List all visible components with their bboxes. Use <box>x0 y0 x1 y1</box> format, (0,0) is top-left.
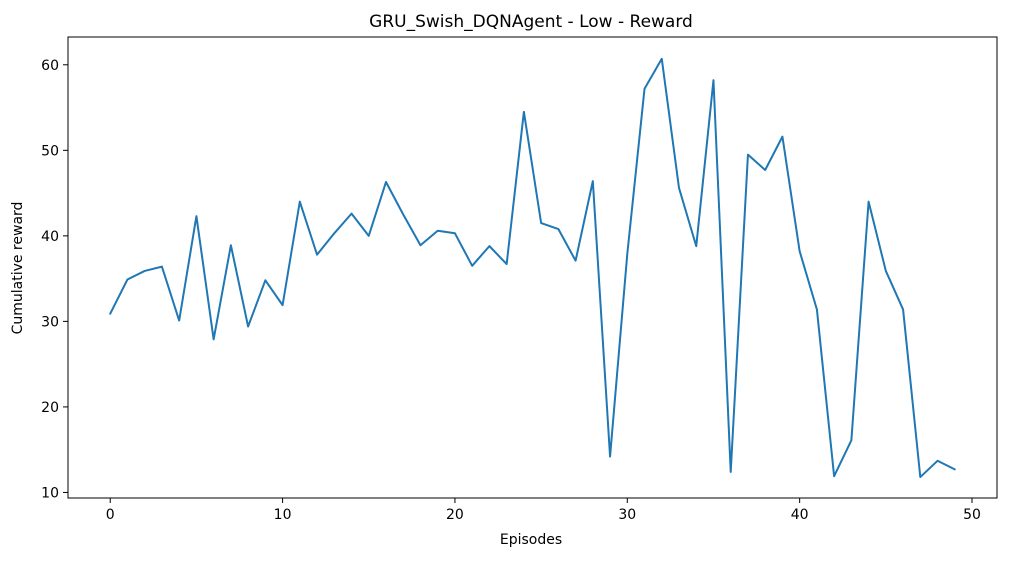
x-tick-label: 40 <box>791 507 809 523</box>
x-tick-label: 20 <box>446 507 464 523</box>
y-tick-label: 60 <box>41 58 59 74</box>
y-tick-label: 20 <box>41 400 59 416</box>
y-tick-label: 40 <box>41 229 59 245</box>
axes: 0 10 20 30 40 50 10 20 30 40 50 60 <box>41 36 998 523</box>
plot-area <box>109 57 956 479</box>
x-tick-label: 0 <box>106 507 115 523</box>
y-tick-label: 10 <box>41 485 59 501</box>
plot-frame <box>67 36 998 499</box>
x-tick-label: 10 <box>274 507 292 523</box>
y-axis-label: Cumulative reward <box>10 202 26 335</box>
x-axis-label: Episodes <box>500 532 562 548</box>
x-tick-label: 50 <box>963 507 981 523</box>
x-tick-label: 30 <box>618 507 636 523</box>
y-tick-label: 50 <box>41 143 59 159</box>
y-tick-label: 30 <box>41 314 59 330</box>
series-line-0 <box>109 57 956 479</box>
chart-title: GRU_Swish_DQNAgent - Low - Reward <box>369 12 693 32</box>
